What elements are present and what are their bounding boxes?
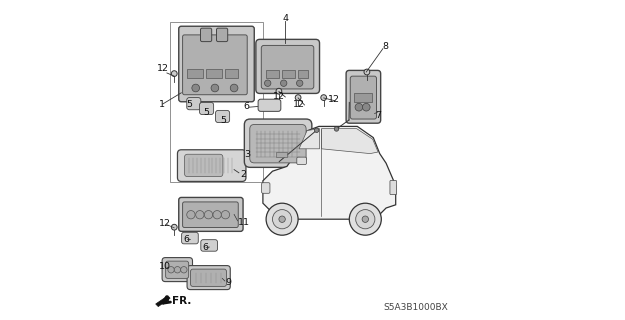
Circle shape: [187, 211, 195, 219]
FancyBboxPatch shape: [179, 26, 254, 102]
Bar: [298, 70, 308, 78]
FancyBboxPatch shape: [258, 99, 281, 111]
Polygon shape: [156, 296, 170, 307]
Circle shape: [296, 80, 303, 86]
FancyBboxPatch shape: [187, 266, 230, 290]
Text: S5A3B1000BX: S5A3B1000BX: [383, 303, 448, 312]
Bar: [354, 93, 372, 102]
FancyBboxPatch shape: [350, 76, 376, 119]
Circle shape: [362, 216, 369, 222]
Text: 6: 6: [183, 235, 189, 244]
Circle shape: [272, 210, 292, 229]
Circle shape: [192, 84, 199, 92]
FancyBboxPatch shape: [179, 197, 243, 231]
FancyBboxPatch shape: [261, 45, 314, 89]
Circle shape: [264, 80, 271, 86]
Text: 7: 7: [375, 111, 381, 120]
FancyBboxPatch shape: [250, 124, 306, 163]
FancyBboxPatch shape: [256, 39, 319, 93]
Polygon shape: [263, 126, 396, 219]
Text: 3: 3: [244, 150, 251, 159]
FancyBboxPatch shape: [390, 180, 397, 195]
Bar: [206, 69, 222, 78]
FancyBboxPatch shape: [191, 269, 226, 286]
Circle shape: [181, 267, 187, 273]
Text: 12: 12: [273, 92, 285, 100]
Circle shape: [281, 80, 287, 86]
FancyBboxPatch shape: [177, 150, 246, 181]
Text: 10: 10: [159, 262, 171, 271]
FancyBboxPatch shape: [201, 240, 217, 251]
Circle shape: [213, 211, 221, 219]
FancyBboxPatch shape: [166, 261, 189, 278]
Text: 4: 4: [282, 14, 289, 23]
Circle shape: [276, 88, 282, 94]
FancyBboxPatch shape: [216, 110, 229, 123]
Circle shape: [334, 127, 339, 131]
Bar: [226, 69, 238, 78]
Text: 1: 1: [159, 100, 165, 108]
Circle shape: [321, 95, 327, 100]
Circle shape: [295, 95, 301, 100]
Bar: [276, 152, 287, 157]
Text: FR.: FR.: [172, 296, 191, 306]
Text: 8: 8: [382, 42, 388, 51]
Circle shape: [174, 267, 181, 273]
FancyBboxPatch shape: [201, 28, 212, 42]
FancyBboxPatch shape: [297, 157, 306, 164]
Circle shape: [211, 84, 219, 92]
Circle shape: [230, 84, 238, 92]
FancyBboxPatch shape: [346, 70, 381, 123]
Circle shape: [168, 267, 174, 273]
Circle shape: [171, 71, 177, 76]
FancyBboxPatch shape: [262, 183, 270, 193]
Text: 12: 12: [328, 95, 340, 104]
Bar: [266, 70, 279, 78]
FancyBboxPatch shape: [182, 202, 238, 228]
FancyBboxPatch shape: [182, 232, 198, 244]
Text: 12: 12: [158, 64, 169, 73]
Text: 5: 5: [186, 100, 192, 109]
Circle shape: [279, 216, 285, 222]
Circle shape: [171, 224, 177, 230]
FancyBboxPatch shape: [216, 28, 227, 42]
Text: 5: 5: [204, 108, 210, 116]
Text: 6: 6: [202, 243, 208, 252]
Circle shape: [356, 210, 375, 229]
Bar: [170, 22, 263, 182]
Circle shape: [266, 203, 298, 235]
Circle shape: [364, 69, 370, 75]
Polygon shape: [299, 129, 319, 149]
Circle shape: [221, 211, 229, 219]
Polygon shape: [321, 129, 378, 154]
Text: 11: 11: [238, 218, 250, 227]
Circle shape: [349, 203, 381, 235]
FancyBboxPatch shape: [199, 102, 214, 115]
Circle shape: [314, 128, 319, 132]
Text: 12: 12: [293, 100, 305, 109]
Text: 9: 9: [226, 278, 231, 287]
Bar: [282, 70, 295, 78]
Text: 5: 5: [221, 116, 226, 124]
FancyBboxPatch shape: [182, 35, 248, 95]
Circle shape: [204, 211, 212, 219]
Circle shape: [196, 211, 204, 219]
Text: 6: 6: [244, 102, 250, 111]
Text: 12: 12: [159, 219, 171, 228]
FancyBboxPatch shape: [244, 119, 312, 167]
Text: 2: 2: [240, 170, 246, 179]
Circle shape: [362, 103, 370, 111]
FancyBboxPatch shape: [187, 98, 201, 110]
FancyBboxPatch shape: [162, 258, 192, 282]
FancyBboxPatch shape: [184, 154, 223, 177]
Circle shape: [355, 103, 362, 111]
Bar: [187, 69, 203, 78]
